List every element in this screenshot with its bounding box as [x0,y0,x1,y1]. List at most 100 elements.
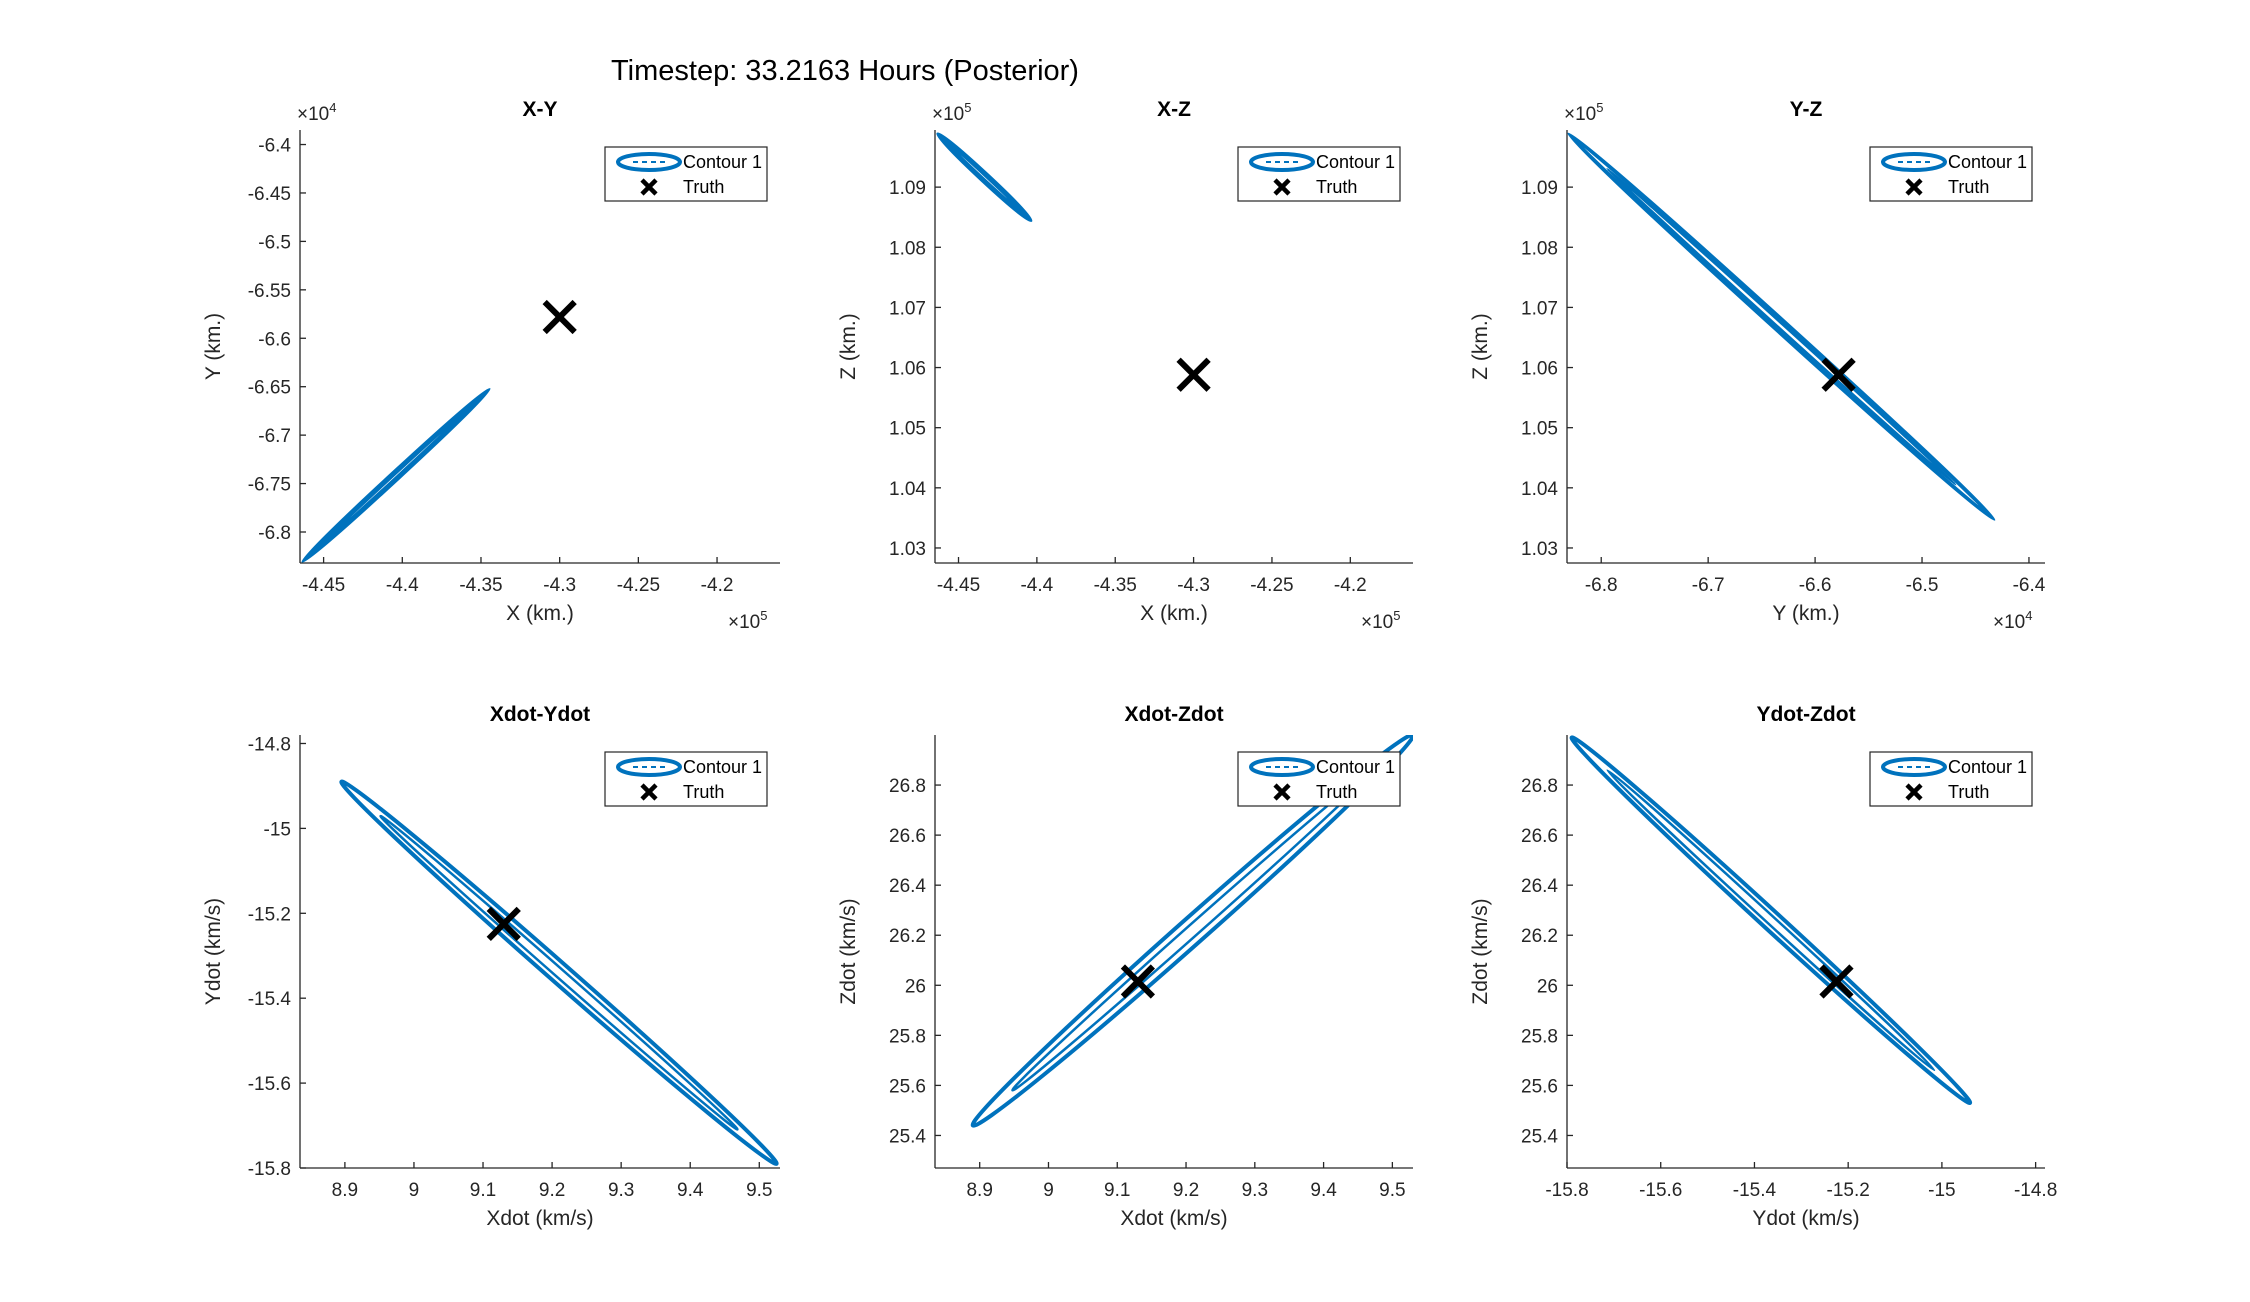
y-tick-label: -15.4 [248,989,292,1010]
contour-1-series [1569,735,1973,1106]
truth-legend-icon [640,178,658,196]
legend: Contour 1 Truth [604,751,768,807]
y-exponent-label: ×105 [1564,100,1603,125]
truth-marker [1821,357,1856,392]
y-tick-label: 1.08 [1521,238,1558,259]
x-axis-label: X (km.) [506,602,574,625]
x-tick-label: 9.3 [608,1180,634,1201]
y-axis-label: Y (km.) [202,313,225,380]
y-tick-label: 1.09 [889,178,926,199]
contour-1-inner-level [1606,167,1957,486]
x-tick-label: -15.2 [1827,1180,1870,1201]
y-tick-label: 25.8 [1521,1026,1558,1047]
subplot-title: Xdot-Ydot [490,703,590,726]
subplot-3: -6.8 -6.7 -6.6 -6.5 -6.4 1.03 1.04 1.05 1.06 1.07… [1469,98,2046,633]
y-tick-label: 26.4 [889,876,926,897]
subplot-title: Y-Z [1790,98,1823,121]
x-exponent-label: ×105 [1361,608,1400,633]
subplot-title: X-Z [1157,98,1191,121]
x-tick-label: 9 [1043,1180,1054,1201]
x-tick-label: -4.3 [543,575,576,596]
x-exponent-label: ×105 [728,608,767,633]
contour-legend-icon [616,757,682,777]
x-tick-label: -4.2 [1334,575,1367,596]
contour-1-series [936,132,1033,223]
legend-contour-label: Contour 1 [683,757,762,777]
subplot-title: X-Y [522,98,557,121]
x-axis-label: Xdot (km/s) [486,1207,593,1230]
legend-truth-label: Truth [1948,782,1989,802]
y-tick-label: 26.2 [1521,926,1558,947]
y-exponent-label: ×105 [932,100,971,125]
y-tick-label: -15.2 [248,904,291,925]
y-tick-label: 1.06 [889,359,926,380]
y-tick-label: -6.55 [248,281,291,302]
x-tick-label: 8.9 [332,1180,358,1201]
x-tick-label: 9.1 [1104,1180,1130,1201]
y-tick-label: 26.2 [889,926,926,947]
y-tick-label: 25.4 [1521,1126,1558,1147]
x-tick-label: -4.3 [1177,575,1210,596]
contour-1-series [970,735,1413,1128]
x-tick-label: 9 [409,1180,420,1201]
y-tick-label: -6.45 [248,184,291,205]
contour-1-inner-level [1606,769,1936,1072]
legend-truth-label: Truth [683,782,724,802]
subplot-title: Ydot-Zdot [1756,703,1855,726]
y-tick-label: 1.03 [1521,539,1558,560]
legend-truth-label: Truth [1316,177,1357,197]
truth-legend-icon [1273,178,1291,196]
legend: Contour 1 Truth [1869,751,2033,807]
contour-1-inner-level [1011,768,1375,1092]
y-tick-label: 26 [905,976,926,997]
contour-legend-icon [1249,152,1315,172]
truth-marker [1120,964,1156,999]
contour-1-series [301,387,491,563]
x-tick-label: -15 [1928,1180,1955,1201]
truth-marker [1819,964,1854,999]
truth-marker [1176,357,1211,392]
subplot-5: 8.9 9 9.1 9.2 9.3 9.4 9.5 25.4 25.6 25.8 26 26.2 26.… [837,703,1413,1230]
subplot-2: -4.45 -4.4 -4.35 -4.3 -4.25 -4.2 1.03 1.04 1.05 1… [837,98,1413,633]
figure-title: Timestep: 33.2163 Hours (Posterior) [611,55,1079,87]
x-tick-label: -4.35 [1094,575,1137,596]
y-tick-label: -6.8 [258,523,291,544]
x-tick-label: 9.2 [539,1180,565,1201]
y-tick-label: 1.07 [889,298,926,319]
subplot-6: -15.8 -15.6 -15.4 -15.2 -15 -14.8 25.4 25.6 25.8… [1469,703,2057,1230]
y-tick-label: 1.03 [889,539,926,560]
y-tick-label: -6.65 [248,378,291,399]
x-tick-label: -6.8 [1585,575,1618,596]
x-axis-label: Ydot (km/s) [1752,1207,1859,1230]
x-tick-label: -4.4 [1020,575,1053,596]
x-tick-label: 9.5 [1379,1180,1405,1201]
contour-legend-icon [1881,152,1947,172]
legend: Contour 1 Truth [1237,146,1401,202]
x-tick-label: 9.3 [1242,1180,1268,1201]
legend-contour-label: Contour 1 [1948,757,2027,777]
contour-legend-icon [1249,757,1315,777]
y-tick-label: -6.7 [258,426,291,447]
x-tick-label: -4.45 [302,575,345,596]
y-tick-label: -6.75 [248,475,291,496]
y-tick-label: -6.4 [258,136,291,157]
legend-truth-label: Truth [1948,177,1989,197]
x-tick-label: -4.4 [386,575,419,596]
y-tick-label: 1.07 [1521,298,1558,319]
contour-1-inner-level [318,403,474,547]
y-tick-label: 26.8 [889,776,926,797]
y-tick-label: -14.8 [248,734,291,755]
contour-1-inner-level [379,814,739,1131]
y-tick-label: 1.04 [1521,479,1558,500]
subplot-title: Xdot-Zdot [1124,703,1223,726]
y-tick-label: 26.4 [1521,876,1558,897]
y-tick-label: 1.05 [889,419,926,440]
legend: Contour 1 Truth [1237,751,1401,807]
x-tick-label: -6.7 [1692,575,1725,596]
legend-contour-label: Contour 1 [1948,152,2027,172]
y-tick-label: 1.08 [889,238,926,259]
subplot-1: -4.45 -4.4 -4.35 -4.3 -4.25 -4.2 -6.8 -6.75 -6.7… [202,98,780,633]
truth-marker [486,906,521,942]
x-tick-label: 9.2 [1173,1180,1199,1201]
